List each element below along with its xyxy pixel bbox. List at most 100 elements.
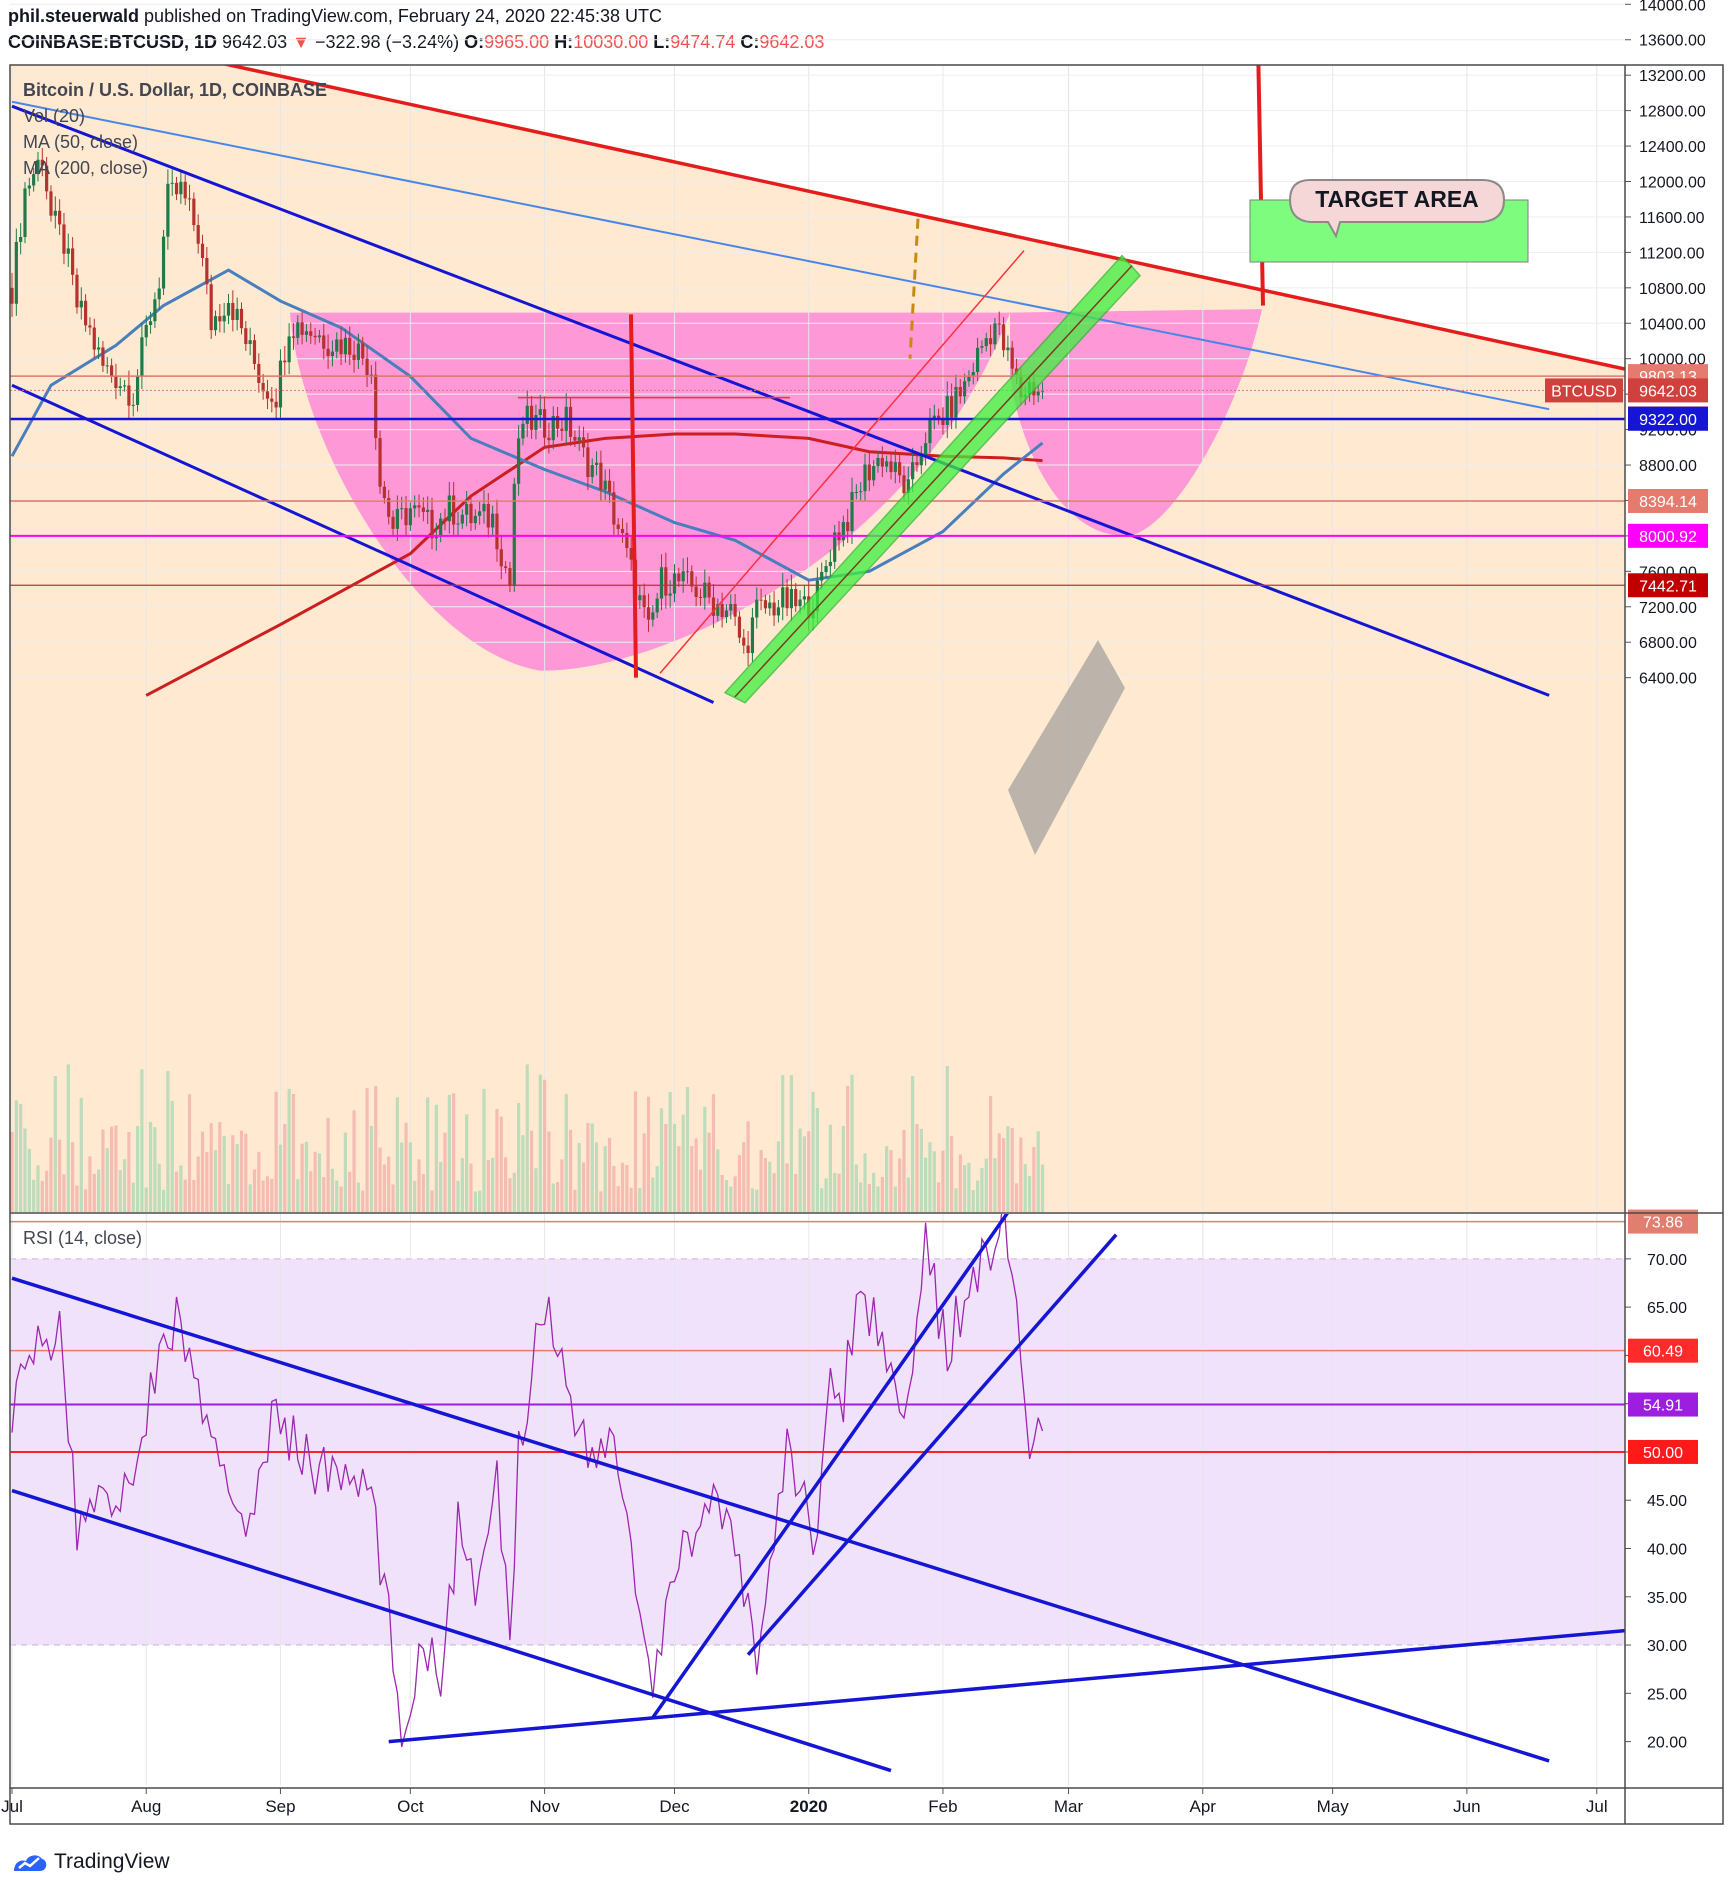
volume-bar (512, 1172, 516, 1212)
channel-lower-line[interactable] (11, 383, 715, 704)
volume-bar (14, 1100, 18, 1212)
candle-body (880, 457, 884, 467)
volume-bar (698, 1169, 703, 1212)
candle-body (655, 598, 659, 613)
candle-body (794, 589, 798, 607)
candle-body (937, 415, 941, 418)
quote-header: COINBASE:BTCUSD, 1D 9642.03 ▼ −322.98 (−… (8, 32, 824, 53)
brand-name[interactable]: TradingView (54, 1850, 170, 1873)
rsi-trendline-1[interactable] (11, 1276, 1550, 1763)
candle-body (750, 617, 755, 654)
candle-body (378, 438, 382, 487)
volume-bar (776, 1141, 781, 1212)
candle-body (45, 165, 49, 192)
candle-body (71, 248, 75, 275)
volume-bar (369, 1126, 373, 1212)
volume-bar (196, 1156, 200, 1212)
candle-body (365, 358, 369, 376)
resistance-trendline[interactable] (12, 18, 1679, 381)
candle-body (824, 566, 828, 573)
username[interactable]: phil.steuerwald (8, 6, 140, 26)
volume-bar (157, 1163, 161, 1212)
candle-body (369, 374, 373, 376)
candle-body (928, 419, 932, 444)
channel-upper-line[interactable] (11, 104, 1550, 697)
volume-bar (265, 1176, 270, 1212)
price-change: −322.98 (−3.24%) (314, 32, 460, 52)
candle-body (620, 528, 625, 534)
candle-body (499, 549, 503, 567)
volume-bar (971, 1190, 975, 1212)
price-tick-label: 7200.00 (1639, 600, 1697, 617)
volume-bar (932, 1151, 936, 1212)
rsi-trendline-2[interactable] (11, 1488, 892, 1773)
candle-body (361, 343, 365, 359)
volume-bar (889, 1150, 893, 1212)
candle-body (906, 479, 910, 494)
candle-body (586, 447, 590, 478)
candle-body (746, 645, 750, 654)
volume-bar (213, 1150, 218, 1212)
rsi-trendline-4[interactable] (651, 1182, 1030, 1719)
candle-body (997, 323, 1001, 325)
volume-bar (309, 1171, 313, 1212)
candle-body (785, 587, 789, 609)
candle-body (426, 509, 430, 512)
candle-body (105, 365, 109, 367)
candle-body (226, 302, 231, 316)
volume-bar (283, 1123, 287, 1212)
candle-body (1010, 347, 1014, 369)
volume-bar (122, 1159, 127, 1212)
volume-bar (482, 1088, 486, 1212)
volume-bar (937, 1182, 941, 1212)
candle-body (97, 347, 101, 350)
publish-info: published on TradingView.com, February 2… (144, 6, 663, 26)
trend-line-drawings (10, 18, 1679, 855)
candle-body (698, 596, 703, 598)
volume-bar (218, 1122, 222, 1212)
volume-bar (460, 1158, 464, 1212)
candle-body (352, 354, 356, 360)
candle-body (577, 437, 581, 441)
rsi-series (10, 1182, 1679, 1773)
volume-bar (326, 1117, 330, 1212)
volume-bar (789, 1075, 793, 1212)
volume-bar (534, 1168, 538, 1212)
outer-frame (9, 64, 1724, 1825)
volume-bar (521, 1135, 525, 1212)
candle-body (278, 360, 283, 408)
candle-body (84, 300, 88, 326)
volume-bar (71, 1142, 75, 1212)
rsi-trendline-3[interactable] (388, 1626, 1679, 1744)
volume-bar (1027, 1176, 1032, 1212)
tradingview-logo-icon (14, 1855, 47, 1871)
candle-body (703, 582, 707, 598)
candle-body (889, 461, 893, 473)
candle-body (720, 604, 724, 618)
candle-body (664, 567, 668, 596)
candle-body (915, 462, 919, 466)
mid-trendline[interactable] (11, 100, 1550, 411)
volume-bar (802, 1136, 806, 1212)
volume-bar (707, 1132, 711, 1212)
volume-bar (45, 1170, 49, 1212)
volume-bar (118, 1170, 122, 1212)
wedge-center-line (734, 265, 1133, 698)
volume-bar (404, 1122, 408, 1212)
candle-body (958, 386, 962, 397)
candle-body (1001, 324, 1006, 351)
volume-bar (23, 1128, 27, 1212)
volume-bar (135, 1126, 140, 1212)
volume-bar (603, 1146, 607, 1212)
candle-body (408, 508, 412, 526)
volume-bar (586, 1122, 590, 1212)
volume-bar (573, 1189, 577, 1212)
candle-body (776, 607, 781, 616)
price-tick-label: 10800.00 (1639, 281, 1706, 298)
rsi-trendline-5[interactable] (746, 1233, 1118, 1656)
symbol-label[interactable]: COINBASE:BTCUSD, 1D (8, 32, 218, 52)
candle-body (187, 198, 192, 200)
candle-body (66, 248, 70, 254)
volume-bar (248, 1184, 252, 1212)
